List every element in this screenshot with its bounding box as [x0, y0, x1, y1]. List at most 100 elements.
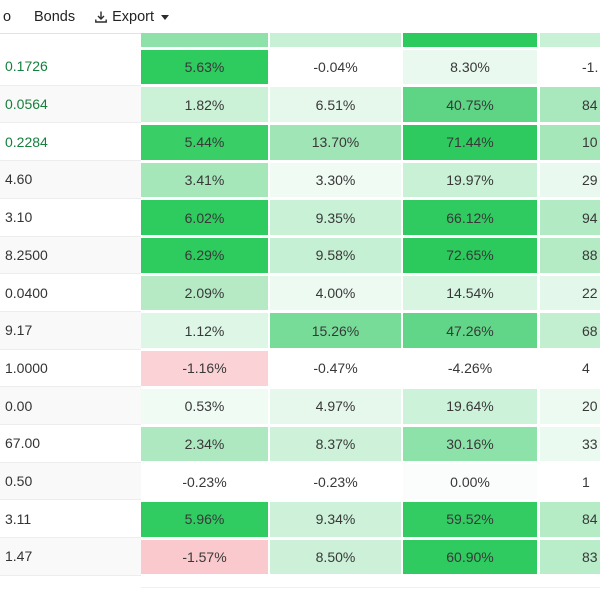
chevron-down-icon	[161, 14, 170, 20]
heatmap-cell: -0.04%	[270, 49, 401, 85]
heatmap-cell: 71.44%	[403, 124, 537, 160]
heatmap-cell: 66.12%	[403, 200, 537, 236]
heatmap-cell: -0.23%	[270, 464, 401, 499]
heatmap-cell: -0.47%	[270, 351, 401, 386]
table-row[interactable]: 1.0000 -1.16% -0.47% -4.26% 4	[0, 349, 600, 388]
heatmap-cell: 2.34%	[141, 426, 268, 462]
heatmap-cell: 8.50%	[270, 539, 401, 575]
heatmap-cell: 9.35%	[270, 200, 401, 236]
table-row[interactable]: 0.2284 5.44% 13.70% 71.44% 10	[0, 123, 600, 162]
row-label: 0.0400	[0, 274, 141, 312]
heatmap-cell: 6.02%	[141, 200, 268, 236]
toolbar: o Bonds Export	[0, 0, 600, 33]
table-row[interactable]: 0.1726 5.63% -0.04% 8.30% -1.	[0, 48, 600, 86]
table-row[interactable]: 3.10 6.02% 9.35% 66.12% 94	[0, 198, 600, 237]
heatmap-cell: 88	[540, 238, 600, 273]
table-bottom-divider	[141, 586, 600, 588]
row-label: 1.0000	[0, 349, 141, 388]
row-label: 9.17	[0, 311, 141, 350]
heatmap-cell: 9.58%	[270, 238, 401, 273]
heatmap-cell: 84	[540, 501, 600, 537]
download-icon	[93, 9, 109, 25]
heatmap-cell: 3.30%	[270, 162, 401, 198]
row-label: 0.1726	[0, 48, 141, 86]
table-row[interactable]: 9.17 1.12% 15.26% 47.26% 68	[0, 311, 600, 350]
heatmap-cell: 94	[540, 200, 600, 236]
table-row[interactable]: 0.0564 1.82% 6.51% 40.75% 84	[0, 85, 600, 124]
heatmap-table: 0.1726 5.63% -0.04% 8.30% -1. 0.0564 1.82% 6.51…	[0, 33, 600, 588]
heatmap-cell: 20	[540, 388, 600, 424]
heatmap-cell: 5.63%	[141, 49, 268, 85]
heatmap-cell: 1.82%	[141, 87, 268, 122]
row-label: 0.00	[0, 387, 141, 426]
table-row[interactable]: 8.2500 6.29% 9.58% 72.65% 88	[0, 236, 600, 275]
heatmap-cell: -0.23%	[141, 464, 268, 499]
heatmap-cell: 22	[540, 275, 600, 311]
heatmap-cell: 1.12%	[141, 313, 268, 349]
table-row[interactable]: 0.00 0.53% 4.97% 19.64% 20	[0, 387, 600, 426]
row-label: 4.60	[0, 161, 141, 199]
heatmap-cell: 4.97%	[270, 388, 401, 424]
heatmap-cell: 33	[540, 426, 600, 462]
row-label: 1.47	[0, 538, 141, 576]
table-row[interactable]: 0.0400 2.09% 4.00% 14.54% 22	[0, 274, 600, 312]
heatmap-cell: 1	[540, 464, 600, 499]
tab-bonds[interactable]: Bonds	[34, 8, 76, 25]
heatmap-cell: 4	[540, 351, 600, 386]
export-button-label: Export	[112, 8, 155, 25]
heatmap-cell: 6.51%	[270, 87, 401, 122]
row-label	[0, 33, 141, 48]
heatmap-cell-clipped	[540, 33, 600, 47]
heatmap-cell: 14.54%	[403, 275, 537, 311]
heatmap-cell: 6.29%	[141, 238, 268, 273]
heatmap-cell: 15.26%	[270, 313, 401, 349]
row-label: 0.2284	[0, 123, 141, 162]
table-row[interactable]: 0.50 -0.23% -0.23% 0.00% 1	[0, 462, 600, 501]
heatmap-cell: 29	[540, 162, 600, 198]
heatmap-cell: 5.96%	[141, 501, 268, 537]
heatmap-cell: 2.09%	[141, 275, 268, 311]
heatmap-cell: 8.37%	[270, 426, 401, 462]
heatmap-cell: 47.26%	[403, 313, 537, 349]
table-row[interactable]: 4.60 3.41% 3.30% 19.97% 29	[0, 161, 600, 199]
heatmap-cell: -1.	[540, 49, 600, 85]
table-row[interactable]: 67.00 2.34% 8.37% 30.16% 33	[0, 425, 600, 463]
heatmap-cell: 0.53%	[141, 388, 268, 424]
heatmap-cell: 30.16%	[403, 426, 537, 462]
row-label: 0.50	[0, 462, 141, 501]
heatmap-cell: 0.00%	[403, 464, 537, 499]
heatmap-cell: 68	[540, 313, 600, 349]
table-row[interactable]: 1.47 -1.57% 8.50% 60.90% 83	[0, 538, 600, 576]
heatmap-cell: -4.26%	[403, 351, 537, 386]
row-label: 3.10	[0, 198, 141, 237]
heatmap-cell-clipped	[403, 33, 537, 47]
row-label: 67.00	[0, 425, 141, 463]
heatmap-cell-clipped	[270, 33, 401, 47]
heatmap-cell: 19.97%	[403, 162, 537, 198]
heatmap-cell: 72.65%	[403, 238, 537, 273]
heatmap-cell: 3.41%	[141, 162, 268, 198]
row-label: 8.2500	[0, 236, 141, 275]
export-button[interactable]: Export	[93, 8, 170, 25]
heatmap-cell-clipped	[141, 33, 268, 47]
table-body: 0.1726 5.63% -0.04% 8.30% -1. 0.0564 1.82% 6.51…	[0, 48, 600, 576]
heatmap-cell: 13.70%	[270, 124, 401, 160]
heatmap-cell: -1.57%	[141, 539, 268, 575]
heatmap-cell: 4.00%	[270, 275, 401, 311]
table-row-clipped	[0, 33, 600, 48]
heatmap-cell: -1.16%	[141, 351, 268, 386]
tab-truncated[interactable]: o	[3, 8, 12, 25]
heatmap-cell: 83	[540, 539, 600, 575]
heatmap-cell: 84	[540, 87, 600, 122]
row-label: 3.11	[0, 500, 141, 539]
heatmap-cell: 9.34%	[270, 501, 401, 537]
heatmap-cell: 8.30%	[403, 49, 537, 85]
table-row[interactable]: 3.11 5.96% 9.34% 59.52% 84	[0, 500, 600, 539]
heatmap-cell: 59.52%	[403, 501, 537, 537]
row-label: 0.0564	[0, 85, 141, 124]
heatmap-cell: 5.44%	[141, 124, 268, 160]
heatmap-cell: 19.64%	[403, 388, 537, 424]
heatmap-cell: 10	[540, 124, 600, 160]
heatmap-cell: 60.90%	[403, 539, 537, 575]
heatmap-cell: 40.75%	[403, 87, 537, 122]
